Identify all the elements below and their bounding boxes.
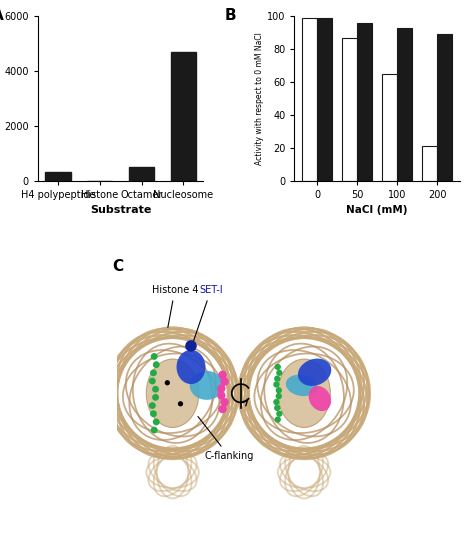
- Circle shape: [276, 411, 283, 417]
- Circle shape: [150, 370, 157, 376]
- Circle shape: [274, 375, 281, 382]
- Circle shape: [276, 387, 282, 393]
- Bar: [382, 74, 397, 181]
- Circle shape: [164, 380, 170, 385]
- Bar: [129, 167, 154, 181]
- Bar: [171, 52, 196, 181]
- Bar: [317, 18, 332, 181]
- Bar: [342, 37, 357, 181]
- Bar: [422, 146, 437, 181]
- Circle shape: [273, 399, 280, 405]
- Text: B: B: [225, 8, 237, 23]
- Circle shape: [217, 384, 226, 393]
- Circle shape: [178, 401, 183, 406]
- Circle shape: [151, 427, 157, 433]
- Text: C: C: [112, 259, 123, 274]
- Circle shape: [152, 386, 159, 393]
- Circle shape: [149, 402, 156, 409]
- Circle shape: [151, 353, 157, 360]
- X-axis label: NaCl (mM): NaCl (mM): [346, 205, 408, 215]
- Ellipse shape: [309, 386, 331, 411]
- Circle shape: [153, 419, 160, 425]
- Bar: [46, 173, 71, 181]
- Bar: [357, 23, 372, 181]
- Circle shape: [274, 417, 281, 423]
- Text: SET-I: SET-I: [192, 285, 222, 346]
- Ellipse shape: [278, 359, 330, 427]
- Circle shape: [153, 361, 160, 368]
- Text: C-flanking: C-flanking: [198, 417, 254, 461]
- Circle shape: [274, 405, 281, 411]
- Bar: [437, 34, 452, 181]
- Text: A: A: [0, 8, 3, 23]
- Ellipse shape: [176, 350, 205, 384]
- Circle shape: [220, 378, 229, 386]
- Circle shape: [217, 391, 226, 400]
- Ellipse shape: [190, 371, 224, 400]
- Bar: [302, 18, 317, 181]
- Text: Histone 4: Histone 4: [152, 285, 198, 327]
- Circle shape: [149, 378, 156, 385]
- Circle shape: [185, 340, 197, 352]
- Circle shape: [220, 398, 229, 406]
- Circle shape: [276, 370, 283, 376]
- Bar: [397, 28, 412, 181]
- Circle shape: [274, 364, 281, 370]
- Ellipse shape: [146, 359, 199, 427]
- Circle shape: [150, 410, 157, 417]
- X-axis label: Substrate: Substrate: [90, 205, 151, 215]
- Circle shape: [219, 405, 227, 413]
- Y-axis label: Activity with respect to 0 mM NaCl: Activity with respect to 0 mM NaCl: [255, 32, 264, 165]
- Ellipse shape: [286, 375, 317, 396]
- Ellipse shape: [298, 359, 331, 386]
- Circle shape: [219, 371, 227, 379]
- Circle shape: [152, 394, 159, 401]
- Circle shape: [276, 393, 282, 399]
- Circle shape: [273, 381, 280, 388]
